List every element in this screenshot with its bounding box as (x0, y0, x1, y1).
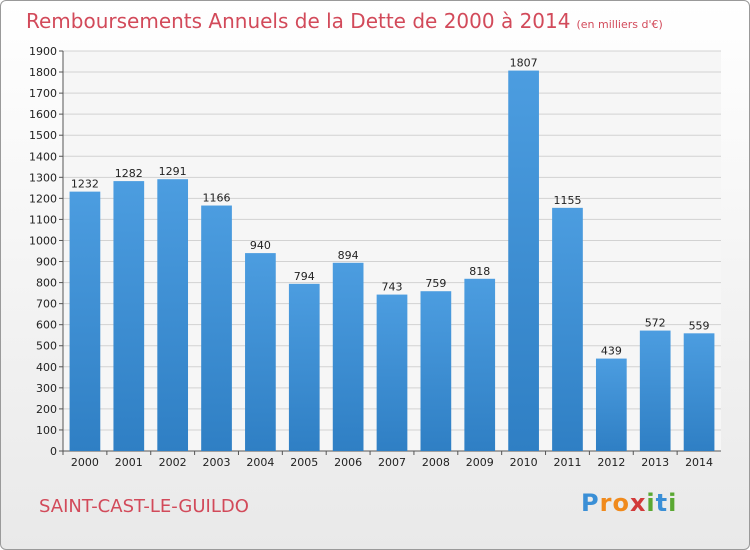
data-label: 1155 (553, 194, 581, 207)
y-tick-label: 700 (36, 298, 57, 311)
bar (376, 294, 408, 451)
x-tick-label: 2009 (466, 456, 494, 469)
y-tick-label: 1700 (29, 87, 57, 100)
y-tick-label: 1300 (29, 171, 57, 184)
x-tick-label: 2003 (203, 456, 231, 469)
data-label: 894 (338, 249, 359, 262)
data-label: 794 (294, 270, 315, 283)
bar (113, 181, 145, 451)
x-tick-label: 2014 (685, 456, 713, 469)
bar (508, 70, 539, 451)
x-tick-label: 2011 (553, 456, 581, 469)
y-tick-label: 1000 (29, 234, 57, 247)
chart-title: Remboursements Annuels de la Dette de 20… (26, 9, 663, 33)
y-tick-label: 600 (36, 319, 57, 332)
x-tick-label: 2008 (422, 456, 450, 469)
x-tick-label: 2012 (597, 456, 625, 469)
y-tick-label: 1900 (29, 45, 57, 58)
y-tick-label: 1100 (29, 213, 57, 226)
data-label: 1807 (510, 57, 538, 70)
y-tick-label: 1600 (29, 108, 57, 121)
bar (201, 205, 232, 451)
bar (157, 179, 189, 452)
logo-letter: t (655, 489, 669, 517)
logo-letter: P (581, 489, 600, 517)
y-tick-label: 800 (36, 277, 57, 290)
bar (464, 278, 496, 451)
data-label: 759 (425, 277, 446, 290)
y-tick-label: 400 (36, 361, 57, 374)
bar (69, 191, 101, 451)
data-label: 743 (382, 281, 403, 294)
title-unit: (en milliers d'€) (576, 18, 663, 31)
x-tick-label: 2002 (159, 456, 187, 469)
logo-letter: x (629, 489, 647, 517)
y-tick-label: 100 (36, 424, 57, 437)
x-tick-label: 2005 (290, 456, 318, 469)
x-tick-label: 2001 (115, 456, 143, 469)
data-label: 1291 (159, 165, 187, 178)
data-label: 818 (469, 265, 490, 278)
data-label: 559 (689, 319, 710, 332)
x-tick-label: 2006 (334, 456, 362, 469)
data-label: 1166 (203, 192, 231, 205)
bar (332, 262, 364, 451)
y-tick-label: 0 (50, 445, 57, 458)
data-label: 1282 (115, 167, 143, 180)
title-text: Remboursements Annuels de la Dette de 20… (26, 9, 571, 33)
bar (595, 358, 627, 451)
y-tick-label: 1800 (29, 66, 57, 79)
logo-letter: i (646, 489, 656, 517)
x-tick-label: 2007 (378, 456, 406, 469)
bar (683, 333, 715, 451)
data-label: 1232 (71, 178, 99, 191)
data-label: 940 (250, 239, 271, 252)
logo-letter: o (612, 489, 630, 517)
city-name: SAINT-CAST-LE-GUILDO (39, 496, 249, 517)
bar (288, 283, 320, 451)
bar (420, 291, 452, 451)
y-tick-label: 1400 (29, 150, 57, 163)
bar (639, 330, 671, 451)
x-tick-label: 2010 (510, 456, 538, 469)
bar (552, 207, 583, 451)
x-tick-label: 2004 (246, 456, 274, 469)
y-tick-label: 900 (36, 256, 57, 269)
bar (245, 253, 276, 451)
y-tick-label: 1200 (29, 192, 57, 205)
logo-letter: i (668, 489, 678, 517)
data-label: 572 (645, 317, 666, 330)
y-tick-label: 1500 (29, 129, 57, 142)
logo-letter: r (599, 489, 613, 517)
x-tick-label: 2000 (71, 456, 99, 469)
y-tick-label: 200 (36, 403, 57, 416)
y-tick-label: 300 (36, 382, 57, 395)
x-tick-label: 2013 (641, 456, 669, 469)
data-label: 439 (601, 345, 622, 358)
proxiti-logo: Proxiti (581, 489, 677, 517)
y-tick-label: 500 (36, 340, 57, 353)
